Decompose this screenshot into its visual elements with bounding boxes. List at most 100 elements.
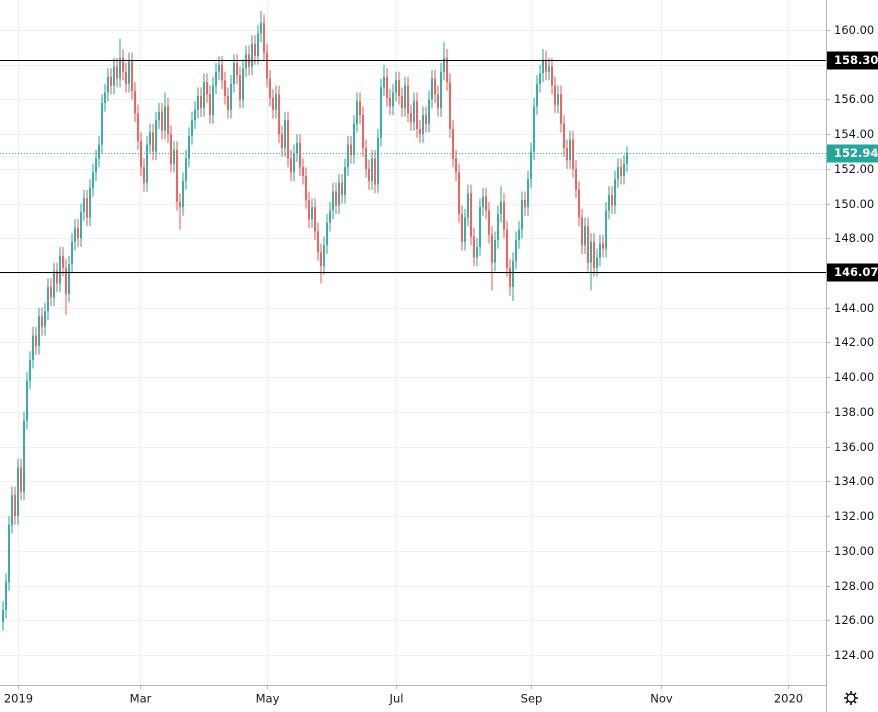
candle-body	[584, 226, 586, 246]
candle-body	[497, 214, 499, 241]
candle-body	[239, 75, 241, 100]
candle-body	[53, 271, 55, 298]
candle-body	[62, 255, 64, 268]
candle-body	[473, 236, 475, 258]
candle-body	[485, 196, 487, 211]
candle-body	[326, 222, 328, 246]
candle-body	[284, 120, 286, 149]
y-tick-label: 124.00	[834, 648, 874, 662]
candle-body	[104, 92, 106, 103]
candle-body	[263, 23, 265, 53]
y-tick-label: 144.00	[834, 301, 874, 315]
candle-body	[182, 181, 184, 208]
candle-body	[545, 59, 547, 72]
candle-body	[347, 144, 349, 168]
candle-body	[269, 78, 271, 98]
candle-body	[308, 200, 310, 220]
candle-body	[131, 61, 133, 91]
candle-body	[107, 76, 109, 93]
candle-body	[218, 64, 220, 72]
candle-body	[452, 128, 454, 159]
candle-body	[80, 212, 82, 239]
candle-body	[200, 95, 202, 109]
candle-body	[134, 90, 136, 114]
candle-body	[386, 76, 388, 98]
candle-body	[521, 200, 523, 230]
candle-body	[95, 158, 97, 173]
candle-body	[50, 286, 52, 298]
x-tick-label: Nov	[650, 692, 673, 706]
candle-body	[563, 123, 565, 149]
candle-body	[401, 95, 403, 109]
candle-body	[233, 63, 235, 84]
candle-body	[611, 194, 613, 206]
candle-body	[482, 196, 484, 208]
candle-body	[551, 66, 553, 86]
candle-body	[320, 252, 322, 267]
candle-body	[11, 495, 13, 525]
y-tick-label: 134.00	[834, 474, 874, 488]
candle-body	[224, 80, 226, 96]
candle-body	[506, 229, 508, 268]
candle-body	[332, 191, 334, 211]
candle-body	[350, 144, 352, 156]
axes: 124.00 126.00 128.00 130.00 132.00 134.00 136.…	[4, 23, 874, 706]
candle-body	[176, 149, 178, 202]
candle-body	[116, 66, 118, 79]
candle-body	[578, 189, 580, 218]
candle-body	[92, 172, 94, 189]
y-tick-label: 154.00	[834, 127, 874, 141]
candle-body	[260, 23, 262, 34]
candle-body	[335, 191, 337, 206]
y-tick-label: 156.00	[834, 92, 874, 106]
x-tick-label: Jul	[389, 692, 404, 706]
candle-body	[590, 241, 592, 263]
candle-body	[86, 198, 88, 218]
candle-body	[488, 210, 490, 235]
candle-body	[398, 80, 400, 96]
candle-body	[338, 182, 340, 206]
candle-body	[236, 63, 238, 76]
candle-body	[533, 106, 535, 152]
candle-body	[191, 120, 193, 136]
y-tick-label: 132.00	[834, 509, 874, 523]
candle-body	[125, 71, 127, 84]
candle-body	[212, 85, 214, 116]
y-tick-label: 160.00	[834, 23, 874, 37]
candle-body	[557, 94, 559, 105]
candle-body	[173, 149, 175, 164]
candle-body	[215, 71, 217, 86]
candle-body	[194, 109, 196, 121]
candle-body	[461, 214, 463, 242]
y-tick-label: 136.00	[834, 440, 874, 454]
candle-body	[449, 82, 451, 129]
candle-body	[422, 115, 424, 135]
candle-body	[299, 142, 301, 168]
candle-body	[317, 231, 319, 253]
candle-body	[599, 243, 601, 258]
candle-body	[275, 94, 277, 110]
candle-body	[281, 134, 283, 149]
candle-body	[242, 68, 244, 100]
candle-body	[512, 260, 514, 287]
candle-body	[581, 217, 583, 246]
candle-body	[89, 188, 91, 218]
candle-body	[560, 94, 562, 124]
candle-body	[146, 144, 148, 183]
candle-body	[77, 227, 79, 239]
candle-body	[203, 82, 205, 109]
candle-body	[74, 227, 76, 242]
candle-body	[44, 311, 46, 327]
candle-body	[143, 167, 145, 183]
candle-body	[287, 120, 289, 159]
candle-body	[161, 111, 163, 131]
settings-button[interactable]	[844, 691, 858, 705]
candle-body	[188, 135, 190, 159]
y-tick-label: 150.00	[834, 197, 874, 211]
candle-body	[596, 257, 598, 268]
candle-body	[620, 167, 622, 176]
last-price-label: 152.94	[834, 146, 878, 160]
candle-body	[614, 179, 616, 206]
candle-body	[323, 245, 325, 267]
